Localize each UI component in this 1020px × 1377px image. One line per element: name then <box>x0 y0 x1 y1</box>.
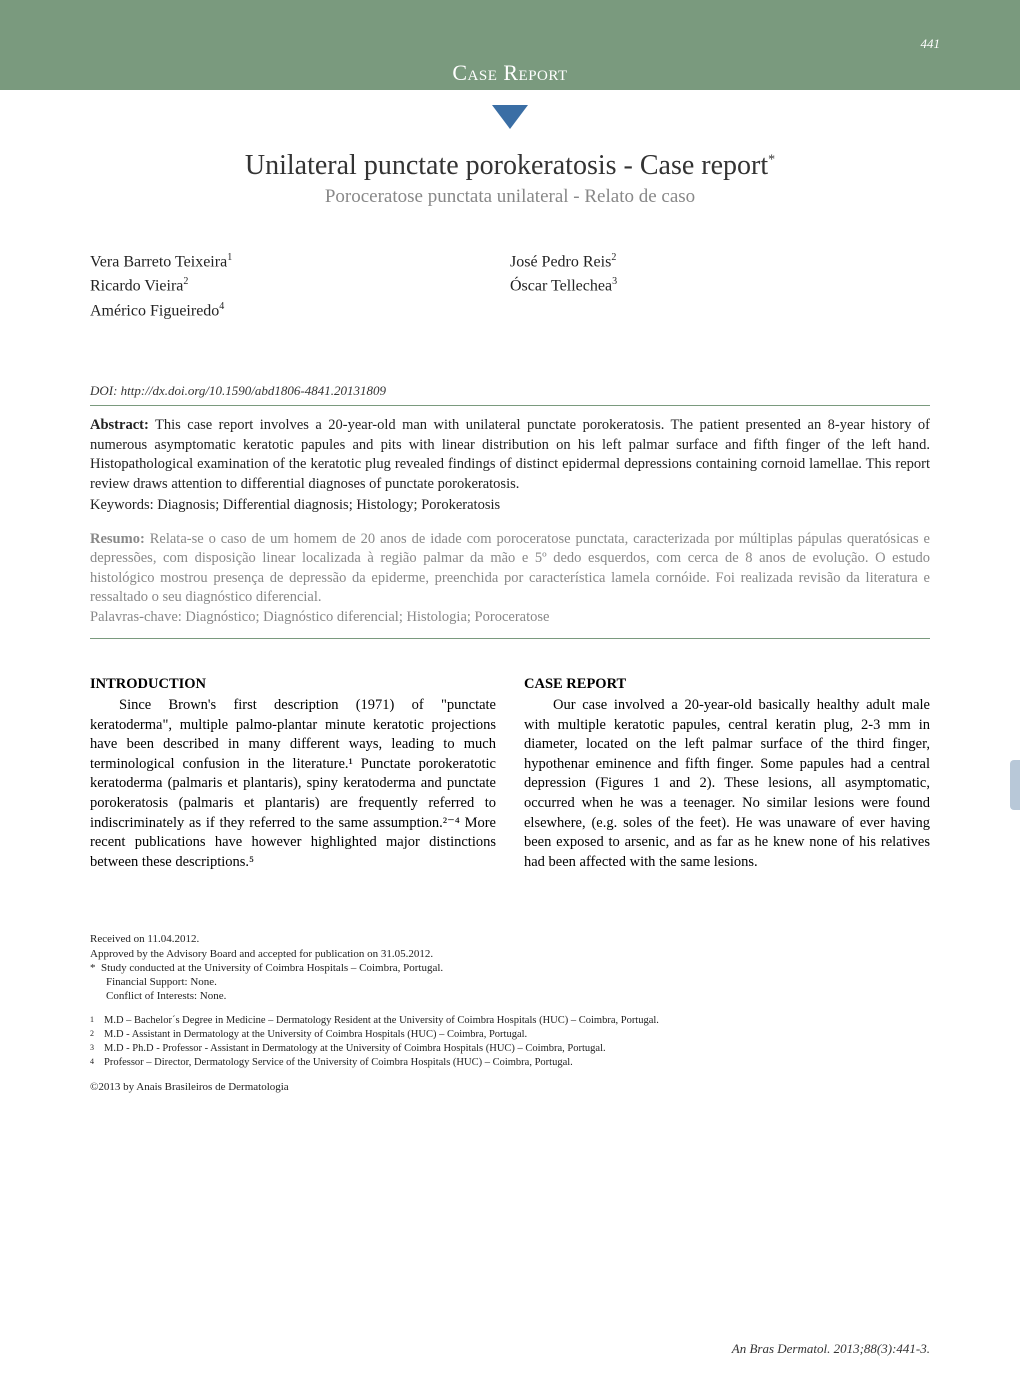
page-number: 441 <box>921 36 941 52</box>
author-aff: 4 <box>219 301 224 312</box>
introduction-column: INTRODUCTION Since Brown's first descrip… <box>90 675 496 873</box>
title-block: Unilateral punctate porokeratosis - Case… <box>90 150 930 208</box>
study-note-text: Study conducted at the University of Coi… <box>101 962 443 974</box>
authors-block: Vera Barreto Teixeira1 Ricardo Vieira2 A… <box>90 250 930 323</box>
article-title: Unilateral punctate porokeratosis - Case… <box>90 150 930 182</box>
author-name: Vera Barreto Teixeira <box>90 253 227 270</box>
title-text: Unilateral punctate porokeratosis - Case… <box>245 150 768 181</box>
author-name: Óscar Tellechea <box>510 278 612 295</box>
keywords-text: Diagnosis; Differential diagnosis; Histo… <box>154 497 501 513</box>
aff-text: Professor – Director, Dermatology Servic… <box>104 1056 573 1070</box>
affiliation-row: 1M.D – Bachelor´s Degree in Medicine – D… <box>90 1014 930 1028</box>
author-name: Américo Figueiredo <box>90 302 219 319</box>
case-column: CASE REPORT Our case involved a 20-year-… <box>524 675 930 873</box>
conflict-line: Conflict of Interests: None. <box>90 989 930 1003</box>
palavras-line: Palavras-chave: Diagnóstico; Diagnóstico… <box>90 608 930 628</box>
study-note-line: * Study conducted at the University of C… <box>90 961 930 975</box>
case-heading: CASE REPORT <box>524 675 930 695</box>
financial-line: Financial Support: None. <box>90 975 930 989</box>
introduction-heading: INTRODUCTION <box>90 675 496 695</box>
footnotes-block: Received on 11.04.2012. Approved by the … <box>90 932 930 1094</box>
resumo-body: Relata-se o caso de um homem de 20 anos … <box>90 531 930 606</box>
aff-num: 1 <box>90 1014 104 1028</box>
title-marker: * <box>768 153 775 168</box>
author: Américo Figueiredo4 <box>90 299 510 323</box>
introduction-text: Since Brown's first description (1971) o… <box>90 696 496 872</box>
author-name: Ricardo Vieira <box>90 278 183 295</box>
content-area: Unilateral punctate porokeratosis - Case… <box>0 150 1020 1095</box>
aff-text: M.D - Assistant in Dermatology at the Un… <box>104 1028 527 1042</box>
authors-right-col: José Pedro Reis2 Óscar Tellechea3 <box>510 250 930 323</box>
author: José Pedro Reis2 <box>510 250 930 274</box>
side-tab <box>1010 760 1020 810</box>
resumo-text: Resumo: Relata-se o caso de um homem de … <box>90 531 930 606</box>
aff-num: 2 <box>90 1028 104 1042</box>
aff-text: M.D – Bachelor´s Degree in Medicine – De… <box>104 1014 659 1028</box>
author: Vera Barreto Teixeira1 <box>90 250 510 274</box>
keywords-label: Keywords: <box>90 497 154 513</box>
header-band: 441 Case Report <box>0 0 1020 90</box>
keywords-line: Keywords: Diagnosis; Differential diagno… <box>90 496 930 516</box>
section-header: Case Report <box>452 60 567 86</box>
rule-bottom <box>90 638 930 639</box>
article-subtitle: Poroceratose punctata unilateral - Relat… <box>90 186 930 208</box>
resumo-label: Resumo: <box>90 531 145 547</box>
study-note-marker: * <box>90 962 96 974</box>
author: Óscar Tellechea3 <box>510 274 930 298</box>
approved-line: Approved by the Advisory Board and accep… <box>90 947 930 961</box>
down-triangle-icon <box>492 105 528 129</box>
author-aff: 3 <box>612 276 617 287</box>
aff-num: 4 <box>90 1056 104 1070</box>
case-text: Our case involved a 20-year-old basicall… <box>524 696 930 872</box>
abstract-text: Abstract: This case report involves a 20… <box>90 417 930 492</box>
aff-text: M.D - Ph.D - Professor - Assistant in De… <box>104 1042 606 1056</box>
affiliation-row: 3M.D - Ph.D - Professor - Assistant in D… <box>90 1042 930 1056</box>
aff-num: 3 <box>90 1042 104 1056</box>
resumo-block: Resumo: Relata-se o caso de um homem de … <box>90 530 930 628</box>
abstract-label: Abstract: <box>90 417 149 433</box>
author-aff: 1 <box>227 252 232 263</box>
received-line: Received on 11.04.2012. <box>90 932 930 946</box>
journal-reference: An Bras Dermatol. 2013;88(3):441-3. <box>732 1341 930 1357</box>
doi-line: DOI: http://dx.doi.org/10.1590/abd1806-4… <box>90 383 930 399</box>
body-columns: INTRODUCTION Since Brown's first descrip… <box>90 675 930 873</box>
author-name: José Pedro Reis <box>510 253 611 270</box>
abstract-body: This case report involves a 20-year-old … <box>90 417 930 492</box>
abstract-block: Abstract: This case report involves a 20… <box>90 416 930 516</box>
author: Ricardo Vieira2 <box>90 274 510 298</box>
palavras-label: Palavras-chave: <box>90 609 182 625</box>
authors-left-col: Vera Barreto Teixeira1 Ricardo Vieira2 A… <box>90 250 510 323</box>
rule-top <box>90 405 930 406</box>
author-aff: 2 <box>611 252 616 263</box>
affiliation-row: 2M.D - Assistant in Dermatology at the U… <box>90 1028 930 1042</box>
copyright-line: ©2013 by Anais Brasileiros de Dermatolog… <box>90 1080 930 1094</box>
author-aff: 2 <box>183 276 188 287</box>
affiliation-row: 4Professor – Director, Dermatology Servi… <box>90 1056 930 1070</box>
palavras-text: Diagnóstico; Diagnóstico diferencial; Hi… <box>182 609 550 625</box>
affiliations-block: 1M.D – Bachelor´s Degree in Medicine – D… <box>90 1014 930 1071</box>
